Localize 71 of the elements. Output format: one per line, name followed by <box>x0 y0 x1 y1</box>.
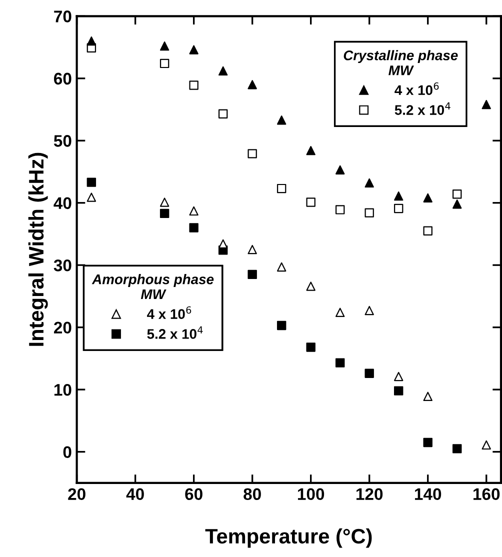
point <box>482 100 491 110</box>
legend-label: 4 x 10$^{6}$ <box>147 306 192 319</box>
point <box>306 282 316 291</box>
point <box>86 36 96 46</box>
point <box>335 308 345 317</box>
point <box>189 45 198 54</box>
point <box>452 190 462 199</box>
x-axis-title: Temperature (°C) <box>205 528 372 548</box>
point <box>276 262 286 272</box>
y-tick-label: 40 <box>54 197 72 210</box>
x-tick-label: 140 <box>415 488 442 500</box>
x-tick-label: 40 <box>126 488 144 500</box>
point <box>423 392 432 402</box>
y-tick-label: 30 <box>54 259 72 272</box>
y-tick-label: 10 <box>54 384 72 396</box>
legend-label: 4 x 10$^{6}$ <box>394 82 439 96</box>
point <box>394 372 404 382</box>
x-tick-label: 100 <box>298 488 324 500</box>
y-tick-label: 0 <box>63 446 72 458</box>
text: Crystalline phase MW <box>344 50 458 76</box>
point <box>306 342 316 352</box>
point <box>394 386 404 396</box>
point <box>160 58 170 68</box>
x-tick-label: 160 <box>474 488 500 500</box>
point <box>423 438 432 448</box>
point <box>452 200 462 209</box>
point <box>160 41 170 51</box>
point <box>423 226 432 236</box>
point <box>482 440 491 450</box>
x-tick-label: 120 <box>356 488 383 500</box>
point <box>364 208 374 218</box>
y-axis-title: Integral Width (kHz) <box>28 152 48 346</box>
y-tick-label: 20 <box>54 322 72 334</box>
point <box>160 198 170 207</box>
point <box>248 80 257 90</box>
legend-label: 5.2 x 10$^{4}$ <box>147 326 203 339</box>
point <box>364 306 374 316</box>
text: Amorphous phase MW <box>92 274 214 300</box>
point <box>335 205 345 214</box>
point <box>248 244 257 254</box>
point <box>218 109 228 118</box>
point <box>394 204 404 214</box>
point <box>86 192 96 202</box>
point <box>189 206 198 216</box>
y-tick-label: 60 <box>54 72 72 85</box>
point <box>364 178 374 188</box>
x-tick-label: 20 <box>68 488 86 500</box>
point <box>306 198 316 207</box>
y-tick-label: 50 <box>54 135 72 147</box>
point <box>218 66 228 76</box>
point <box>86 178 96 187</box>
point <box>248 270 257 280</box>
point <box>423 193 432 202</box>
point <box>189 223 198 232</box>
point <box>364 368 374 378</box>
point <box>394 191 404 201</box>
x-tick-label: 80 <box>244 488 261 500</box>
point <box>276 184 286 194</box>
point <box>160 208 170 218</box>
point <box>218 239 228 249</box>
legend-label: 5.2 x 10$^{4}$ <box>394 102 450 115</box>
point <box>335 165 345 174</box>
point <box>276 320 286 330</box>
point <box>452 444 462 454</box>
point <box>189 80 198 90</box>
y-tick-label: 70 <box>54 10 72 22</box>
x-tick-label: 60 <box>185 488 202 500</box>
point <box>306 146 316 156</box>
point <box>248 149 257 158</box>
point <box>335 358 345 368</box>
point <box>276 115 286 125</box>
